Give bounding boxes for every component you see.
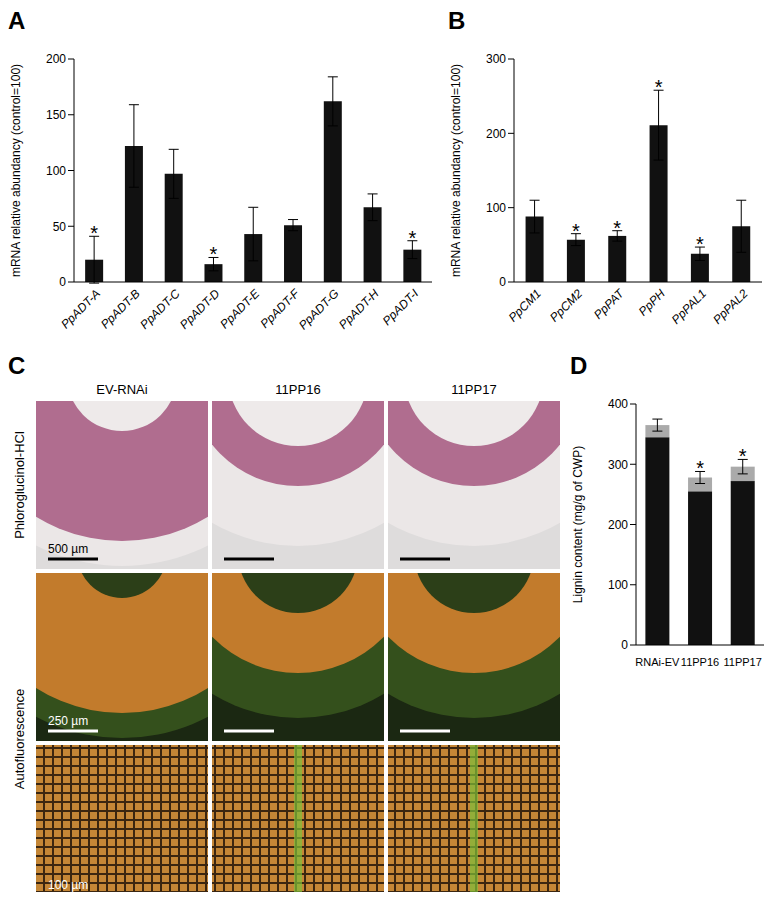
svg-text:200: 200 [608, 518, 628, 532]
svg-text:300: 300 [486, 52, 506, 66]
svg-text:0: 0 [499, 275, 506, 289]
html-text:B: B [448, 7, 466, 34]
svg-text:PpCM2: PpCM2 [547, 286, 585, 324]
svg-text:100 µm: 100 µm [48, 878, 88, 892]
svg-text:Phloroglucinol-HCl: Phloroglucinol-HCl [12, 431, 27, 539]
svg-text:*: * [572, 220, 580, 242]
svg-text:0: 0 [621, 638, 628, 652]
svg-text:PpADT-H: PpADT-H [336, 286, 382, 332]
svg-text:11PP17: 11PP17 [451, 382, 496, 397]
svg-text:PpADT-C: PpADT-C [137, 286, 183, 332]
svg-text:EV-RNAi: EV-RNAi [96, 382, 147, 397]
svg-text:PpADT-G: PpADT-G [296, 286, 342, 332]
svg-text:500 µm: 500 µm [48, 542, 88, 556]
svg-text:150: 150 [46, 108, 66, 122]
html-text:A: A [8, 7, 26, 34]
html-text:D: D [570, 352, 588, 379]
svg-text:*: * [613, 217, 621, 239]
svg-text:*: * [408, 227, 416, 249]
svg-text:200: 200 [46, 52, 66, 66]
svg-text:PpPAL1: PpPAL1 [669, 286, 709, 326]
svg-text:100: 100 [46, 164, 66, 178]
svg-text:400: 400 [608, 397, 628, 411]
svg-text:PpADT-E: PpADT-E [217, 286, 263, 332]
svg-text:PpPAL2: PpPAL2 [710, 286, 751, 327]
svg-text:*: * [210, 243, 218, 265]
svg-text:PpADT-B: PpADT-B [98, 286, 143, 331]
svg-text:*: * [90, 222, 98, 244]
svg-text:200: 200 [486, 127, 506, 141]
svg-text:100: 100 [486, 201, 506, 215]
svg-text:*: * [655, 76, 663, 98]
svg-text:11PP16: 11PP16 [275, 382, 320, 397]
svg-text:mRNA relative abundancy (contr: mRNA relative abundancy (control=100) [449, 64, 463, 277]
svg-text:11PP16: 11PP16 [681, 656, 719, 668]
svg-text:*: * [696, 457, 704, 479]
svg-text:100: 100 [608, 578, 628, 592]
svg-text:PpCM1: PpCM1 [506, 286, 544, 324]
html-text:C: C [8, 352, 26, 379]
svg-text:*: * [739, 445, 747, 467]
svg-text:50: 50 [53, 220, 67, 234]
svg-text:mRNA relative abundancy (contr: mRNA relative abundancy (control=100) [9, 64, 23, 277]
svg-text:11PP17: 11PP17 [724, 656, 762, 668]
svg-text:PpADT-F: PpADT-F [257, 286, 302, 331]
svg-text:PpADT-D: PpADT-D [177, 286, 223, 332]
svg-text:250 µm: 250 µm [48, 714, 88, 728]
svg-text:PpPAT: PpPAT [591, 285, 628, 322]
svg-text:0: 0 [59, 275, 66, 289]
svg-text:Lignin content (mg/g of CWP): Lignin content (mg/g of CWP) [571, 446, 585, 603]
svg-text:RNAi-EV: RNAi-EV [635, 656, 680, 668]
svg-text:PpPH: PpPH [636, 286, 668, 318]
svg-text:300: 300 [608, 458, 628, 472]
svg-text:PpADT-I: PpADT-I [380, 286, 422, 328]
svg-text:PpADT-A: PpADT-A [58, 286, 103, 331]
svg-text:Autofluorescence: Autofluorescence [12, 689, 27, 789]
svg-text:*: * [696, 233, 704, 255]
